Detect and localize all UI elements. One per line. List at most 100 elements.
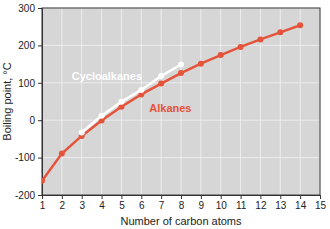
series-marker [59, 150, 65, 156]
series-marker [218, 52, 224, 58]
tick-mark [241, 195, 242, 199]
tick: 6 [139, 195, 145, 211]
x-axis: 123456789101112131415 [40, 195, 327, 211]
tick: 14 [295, 195, 307, 211]
tick-mark [300, 195, 301, 199]
tick-mark [38, 158, 42, 159]
grid [42, 8, 320, 195]
tick-mark [201, 195, 202, 199]
tick-mark [121, 195, 122, 199]
tick-label: 9 [199, 200, 205, 211]
tick-label: 6 [139, 200, 145, 211]
tick: 15 [315, 195, 327, 211]
tick-mark [141, 195, 142, 199]
tick-label: 0 [29, 115, 35, 126]
tick-label: 200 [18, 40, 35, 51]
tick-mark [280, 195, 281, 199]
data [42, 22, 303, 184]
tick-mark [181, 195, 182, 199]
tick-label: 11 [236, 200, 247, 211]
series-marker [99, 113, 105, 119]
grid-line-y [42, 120, 320, 121]
tick-mark [260, 195, 261, 199]
tick: 13 [275, 195, 287, 211]
tick-label: 4 [99, 200, 105, 211]
tick-label: 13 [275, 200, 287, 211]
series-labels: Alkanes Cycloalkanes [72, 70, 192, 114]
tick-label: 3 [79, 200, 85, 211]
series-marker [178, 70, 184, 76]
grid-line-x [280, 8, 281, 195]
tick: 11 [236, 195, 247, 211]
tick-label: 15 [315, 200, 327, 211]
grid-line-y [42, 157, 320, 158]
tick-mark [221, 195, 222, 199]
tick-mark [320, 195, 321, 199]
y-axis: -200 -100 0 100 200 300 [15, 3, 43, 201]
tick-label: 2 [60, 200, 66, 211]
tick-label: 1 [40, 200, 46, 211]
tick: -200 [15, 190, 42, 201]
tick: 200 [18, 40, 42, 51]
grid-line-x [300, 8, 301, 195]
series-marker [238, 44, 244, 50]
grid-line-x [141, 8, 142, 195]
grid-line-y [42, 82, 320, 83]
grid-line-x [220, 8, 221, 195]
series-marker [158, 73, 164, 79]
tick-mark [38, 83, 42, 84]
series-marker [118, 99, 124, 105]
series-label: Alkanes [149, 102, 191, 114]
tick: 5 [119, 195, 125, 211]
tick-mark [82, 195, 83, 199]
tick-label: 10 [216, 200, 228, 211]
grid-line-y [42, 45, 320, 46]
grid-line-x [101, 8, 102, 195]
tick-mark [38, 8, 42, 9]
tick-label: 12 [255, 200, 267, 211]
axis-line [43, 196, 321, 200]
tick-label: -100 [15, 152, 35, 163]
tick: 2 [60, 195, 66, 211]
plot: 123456789101112131415-200-1000100200300A… [15, 3, 327, 211]
series-marker [158, 81, 164, 87]
grid-line-x [200, 8, 201, 195]
y-axis-title: Boiling point, °C [1, 62, 13, 140]
tick-mark [161, 195, 162, 199]
series-marker [198, 61, 204, 67]
tick: 7 [159, 195, 165, 211]
series-marker [42, 178, 45, 184]
tick-mark [102, 195, 103, 199]
tick-mark [38, 120, 42, 121]
tick-mark [38, 45, 42, 46]
tick: 1 [40, 195, 46, 211]
series-marker [178, 61, 184, 67]
series-line [42, 25, 300, 181]
tick: -100 [15, 152, 42, 163]
tick-label: 300 [18, 3, 35, 14]
plot-background [42, 8, 320, 195]
series-marker [257, 36, 263, 42]
tick-label: 5 [119, 200, 125, 211]
tick: 3 [79, 195, 85, 211]
series-marker [79, 130, 85, 136]
tick-label: 8 [179, 200, 185, 211]
tick: 100 [18, 78, 42, 89]
tick: 4 [99, 195, 105, 211]
series-marker [138, 87, 144, 93]
tick: 12 [255, 195, 267, 211]
grid-line-x [240, 8, 241, 195]
tick: 300 [18, 3, 42, 14]
tick: 9 [199, 195, 205, 211]
plot-frame [42, 8, 320, 195]
tick: 10 [216, 195, 228, 211]
grid-line-x [260, 8, 261, 195]
chart: 123456789101112131415-200-1000100200300A… [0, 0, 330, 229]
series-label: Cycloalkanes [72, 70, 142, 82]
series-marker [297, 22, 303, 28]
x-axis-title: Number of carbon atoms [120, 215, 242, 227]
tick-mark [62, 195, 63, 199]
grid-line-x [61, 8, 62, 195]
tick: 0 [29, 115, 42, 126]
series-marker [277, 29, 283, 35]
